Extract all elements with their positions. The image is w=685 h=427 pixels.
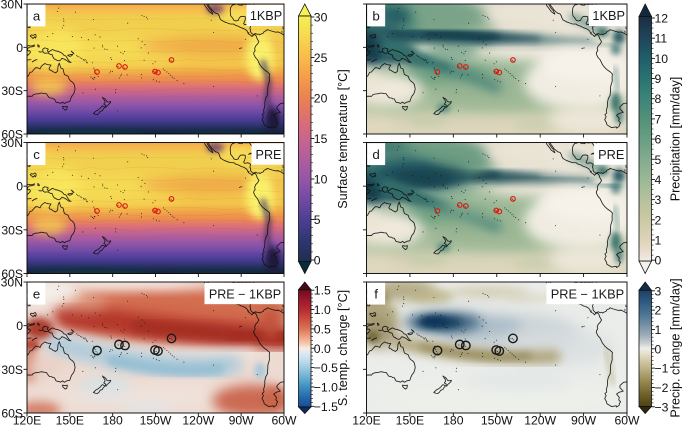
svg-text:12: 12 [655, 12, 669, 26]
svg-text:4: 4 [655, 173, 662, 187]
svg-text:PRE: PRE [598, 147, 624, 162]
svg-text:Precip. change [mm/day]: Precip. change [mm/day] [669, 278, 683, 417]
svg-text:f: f [374, 287, 378, 302]
svg-text:2: 2 [655, 213, 662, 227]
svg-text:1.5: 1.5 [314, 284, 331, 298]
svg-text:1KBP: 1KBP [592, 9, 625, 23]
svg-text:Precipitation [mm/day]: Precipitation [mm/day] [669, 77, 683, 202]
svg-text:−2: −2 [655, 381, 669, 395]
svg-text:150E: 150E [56, 414, 84, 427]
svg-text:30N: 30N [1, 276, 23, 290]
svg-text:120W: 120W [524, 414, 556, 427]
svg-text:3: 3 [655, 284, 662, 298]
svg-text:10: 10 [314, 173, 328, 187]
svg-text:11: 11 [655, 32, 668, 46]
svg-text:Surface temperature [°C]: Surface temperature [°C] [336, 69, 350, 208]
svg-text:90W: 90W [571, 414, 597, 427]
svg-text:0: 0 [655, 342, 662, 356]
svg-text:2: 2 [655, 304, 662, 318]
svg-text:150W: 150W [140, 414, 172, 427]
svg-text:a: a [33, 9, 41, 24]
svg-text:−1: −1 [655, 362, 669, 376]
svg-text:120E: 120E [352, 414, 380, 427]
svg-text:0: 0 [655, 254, 662, 268]
svg-text:d: d [372, 147, 379, 162]
svg-text:PRE − 1KBP: PRE − 1KBP [551, 286, 624, 301]
svg-text:1: 1 [655, 323, 662, 337]
svg-text:20: 20 [314, 92, 328, 106]
svg-text:0: 0 [16, 319, 23, 333]
svg-text:30N: 30N [1, 0, 23, 12]
svg-text:1: 1 [655, 233, 662, 247]
svg-text:−1.5: −1.5 [314, 400, 338, 414]
svg-text:0: 0 [16, 41, 23, 55]
svg-text:6: 6 [655, 133, 662, 147]
svg-text:150W: 150W [481, 414, 513, 427]
svg-text:0: 0 [16, 180, 23, 194]
svg-text:c: c [33, 147, 40, 162]
svg-text:30: 30 [314, 11, 328, 25]
svg-text:1KBP: 1KBP [250, 9, 282, 23]
svg-text:0: 0 [314, 254, 321, 268]
svg-text:60S: 60S [1, 407, 23, 421]
svg-text:PRE − 1KBP: PRE − 1KBP [209, 287, 281, 301]
svg-text:150E: 150E [396, 414, 424, 427]
svg-text:180: 180 [102, 414, 123, 427]
svg-text:120W: 120W [182, 414, 214, 427]
svg-text:30S: 30S [1, 223, 23, 237]
svg-text:25: 25 [314, 51, 328, 65]
svg-text:9: 9 [655, 72, 662, 86]
svg-text:30S: 30S [1, 363, 23, 377]
svg-text:1.0: 1.0 [314, 303, 331, 317]
svg-text:60W: 60W [614, 414, 640, 427]
svg-text:15: 15 [314, 132, 328, 146]
svg-text:180: 180 [443, 414, 464, 427]
svg-text:60S: 60S [1, 128, 23, 142]
svg-text:5: 5 [314, 213, 321, 227]
svg-text:60W: 60W [271, 414, 297, 427]
svg-text:8: 8 [655, 92, 662, 106]
svg-text:30S: 30S [1, 84, 23, 98]
svg-text:90W: 90W [229, 414, 255, 427]
svg-text:0.5: 0.5 [314, 322, 331, 336]
svg-text:−3: −3 [655, 400, 669, 414]
svg-text:b: b [372, 9, 379, 24]
svg-text:S. temp. change [°C]: S. temp. change [°C] [336, 290, 350, 406]
svg-text:10: 10 [655, 52, 669, 66]
svg-text:30N: 30N [1, 136, 23, 150]
svg-text:−0.5: −0.5 [314, 361, 338, 375]
svg-text:5: 5 [655, 153, 662, 167]
svg-text:3: 3 [655, 193, 662, 207]
svg-text:−1.0: −1.0 [314, 380, 338, 394]
svg-text:120E: 120E [13, 414, 41, 427]
svg-text:0.0: 0.0 [314, 342, 331, 356]
svg-text:PRE: PRE [256, 148, 282, 162]
svg-text:60S: 60S [1, 267, 23, 281]
svg-text:e: e [33, 287, 40, 302]
svg-text:7: 7 [655, 112, 662, 126]
